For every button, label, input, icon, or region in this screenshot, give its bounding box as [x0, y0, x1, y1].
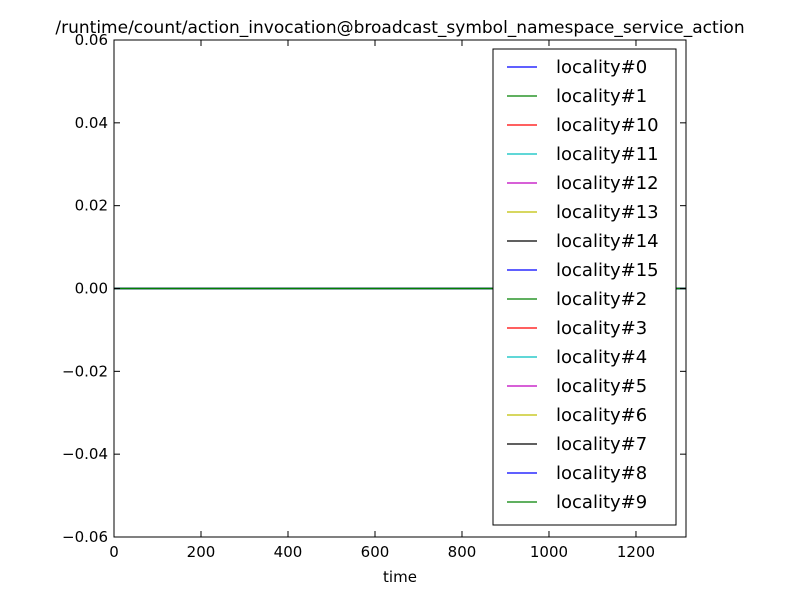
legend-label: locality#15 — [556, 260, 659, 281]
x-tick-label: 200 — [187, 543, 216, 561]
legend-label: locality#7 — [556, 434, 647, 455]
legend-label: locality#2 — [556, 289, 647, 310]
legend-label: locality#1 — [556, 86, 647, 107]
legend-label: locality#10 — [556, 115, 659, 136]
legend-label: locality#14 — [556, 231, 659, 252]
y-tick-label: 0.02 — [75, 197, 108, 215]
x-axis-label: time — [383, 568, 417, 586]
y-tick-label: 0.04 — [75, 114, 108, 132]
y-tick-label: −0.04 — [62, 445, 108, 463]
legend-label: locality#5 — [556, 376, 647, 397]
legend-label: locality#9 — [556, 492, 647, 513]
legend-label: locality#0 — [556, 57, 647, 78]
x-tick-label: 600 — [361, 543, 390, 561]
y-tick-label: −0.02 — [62, 362, 108, 380]
legend: locality#0 locality#1 locality#10 locality#… — [492, 48, 677, 526]
axes-layer: 0 200 400 600 800 1000 1200 −0.06 −0.04 −0.02 0.00… — [62, 31, 687, 561]
x-tick-label: 0 — [109, 543, 119, 561]
legend-label: locality#6 — [556, 405, 647, 426]
x-tick-label: 1000 — [530, 543, 568, 561]
legend-label: locality#13 — [556, 202, 659, 223]
x-tick-label: 800 — [448, 543, 477, 561]
x-tick-label: 400 — [274, 543, 303, 561]
legend-label: locality#8 — [556, 463, 647, 484]
y-tick-label: −0.06 — [62, 528, 108, 546]
legend-label: locality#3 — [556, 318, 647, 339]
x-tick-label: 1200 — [617, 543, 655, 561]
legend-label: locality#4 — [556, 347, 647, 368]
legend-label: locality#11 — [556, 144, 659, 165]
y-tick-label: 0.06 — [75, 31, 108, 49]
y-tick-label: 0.00 — [75, 280, 108, 298]
legend-label: locality#12 — [556, 173, 659, 194]
legend-box — [492, 48, 677, 526]
chart-title: /runtime/count/action_invocation@broadca… — [55, 18, 744, 38]
